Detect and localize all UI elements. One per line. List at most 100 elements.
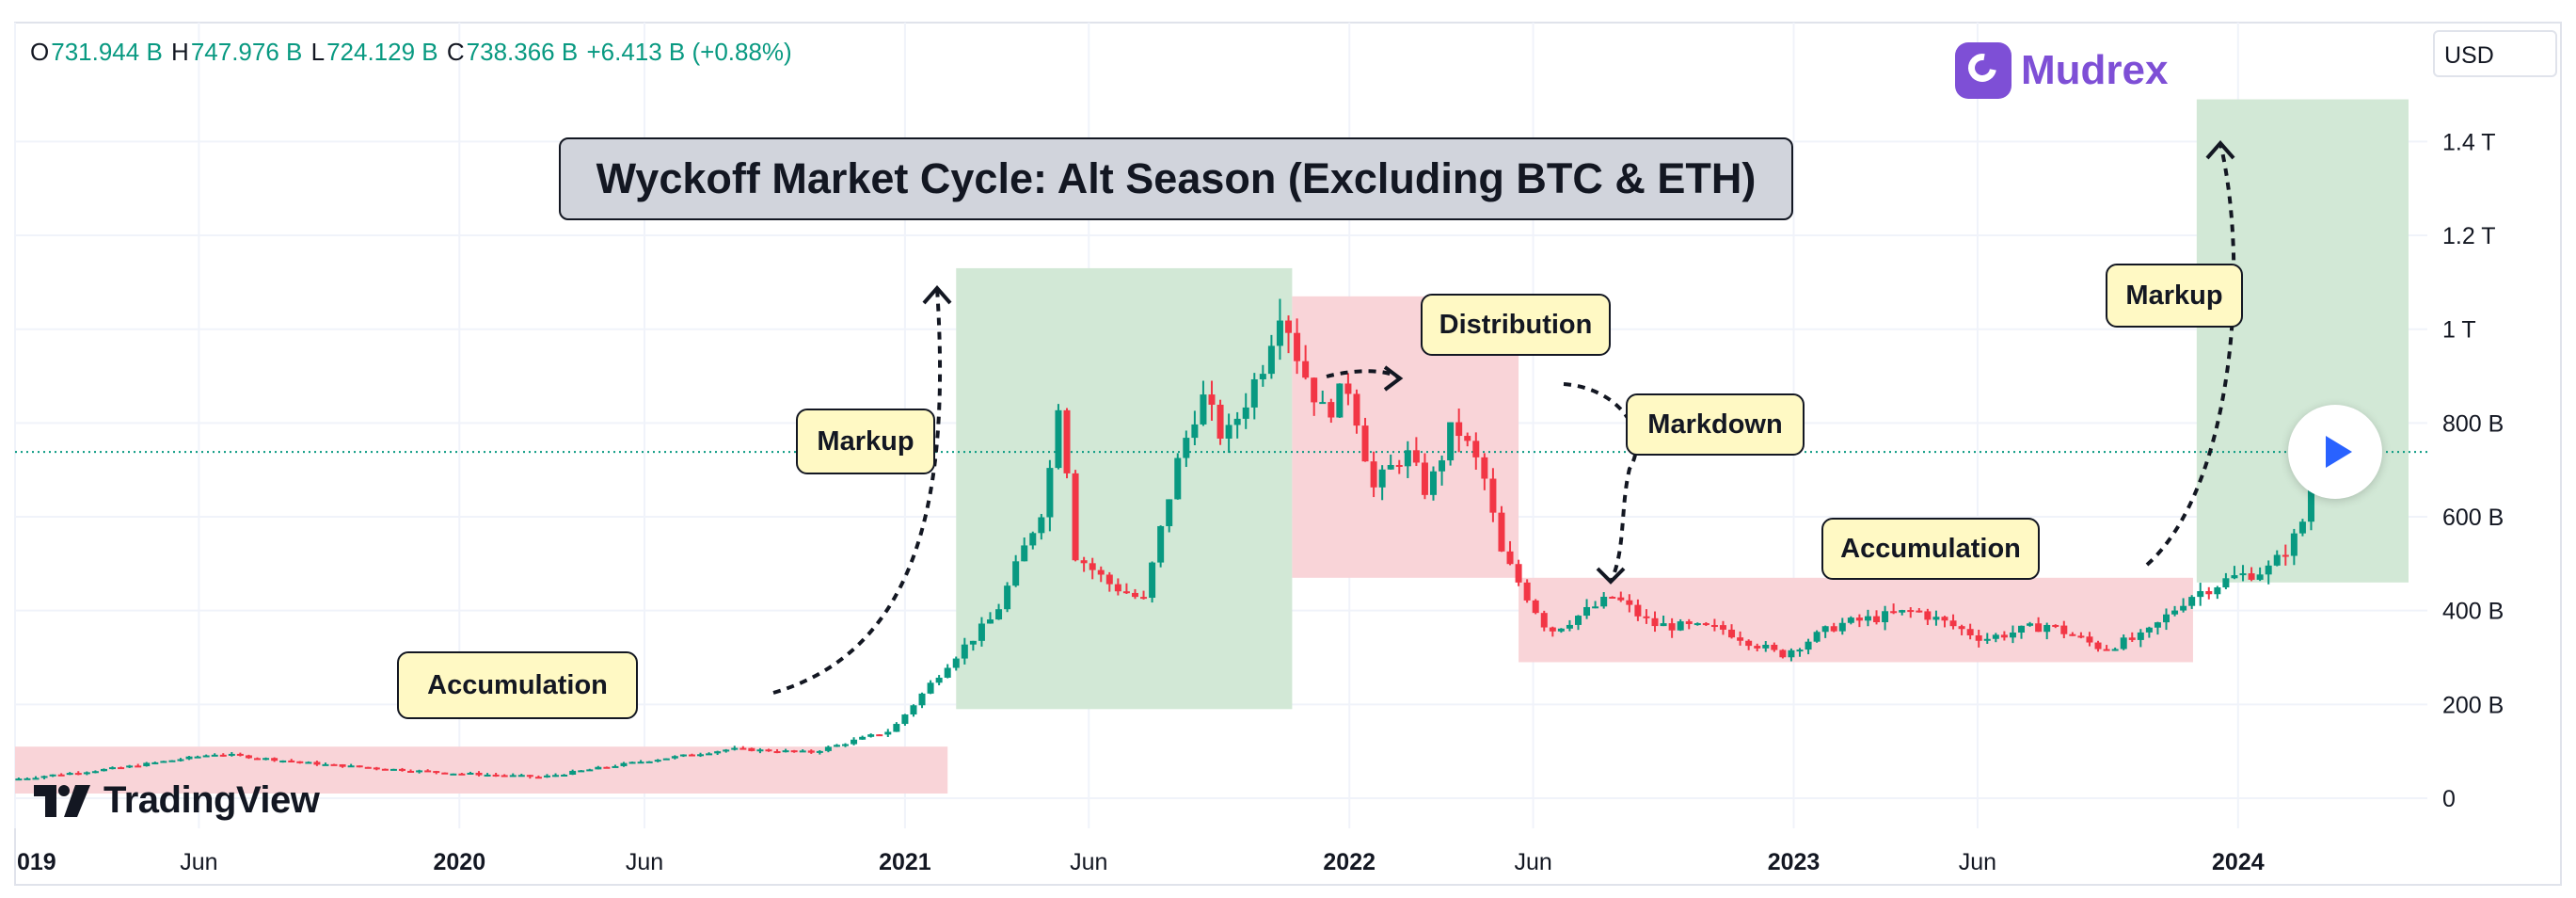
candle-down [765, 749, 772, 752]
candle-up [484, 774, 491, 777]
candle-down [1421, 462, 1428, 495]
candle-up [2018, 625, 2026, 633]
candle-down [526, 775, 533, 778]
candle-up [893, 724, 900, 732]
candle-down [1728, 629, 1736, 638]
candle-up [884, 731, 892, 735]
candle-down [1924, 611, 1932, 620]
candle-up [910, 705, 917, 715]
x-axis: 019 Jun 2020 Jun 2021 Jun 2022 Jun 2023 Jun 2024 [17, 849, 2265, 875]
candle-up [1864, 616, 1871, 621]
candle-down [1455, 422, 1463, 437]
candle-down [2000, 634, 2008, 638]
candle-up [2273, 554, 2281, 566]
candle-up [2188, 597, 2196, 606]
candle-down [1395, 464, 1403, 467]
candle-down [2128, 637, 2136, 640]
candle-down [501, 775, 508, 778]
annotation-arrows [772, 139, 2236, 695]
candle-up [756, 749, 764, 752]
candle-up [1788, 649, 1795, 658]
candle-down [364, 766, 372, 769]
candle-up [2307, 488, 2314, 522]
high-value: 747.976 B [190, 38, 303, 66]
candle-up [1574, 616, 1582, 625]
candle-down [330, 763, 338, 766]
candle-up [927, 682, 934, 694]
candle-up [1174, 457, 1182, 500]
candle-down [254, 758, 262, 761]
candle-down [492, 774, 500, 777]
candle-up [1259, 374, 1266, 379]
candle-up [1191, 424, 1199, 439]
currency-selector[interactable]: USD [2433, 30, 2557, 77]
candle-down [1089, 563, 1096, 570]
candle-down [790, 750, 798, 753]
candle-down [1830, 626, 1837, 632]
candle-up [901, 714, 909, 725]
candle-down [1506, 551, 1514, 565]
arrow-markup-1-head [922, 284, 952, 305]
brand-name: Mudrex [2021, 47, 2169, 93]
candle-up [1038, 517, 1045, 534]
candle-down [1710, 625, 1718, 628]
candle-down [296, 761, 304, 763]
candle-up [1762, 645, 1770, 649]
candle-up [177, 759, 184, 762]
candle-down [236, 753, 244, 756]
candle-down [739, 747, 747, 750]
candle-down [407, 770, 415, 773]
candle-up [1796, 649, 1804, 652]
candle-up [824, 746, 832, 751]
candle-up [15, 778, 23, 781]
close-value: 738.366 B [466, 38, 579, 66]
candle-down [773, 751, 781, 754]
candle-down [2060, 625, 2068, 634]
candle-up [2197, 591, 2204, 598]
x-tick-label: 2024 [2212, 849, 2265, 875]
candle-up [2027, 623, 2034, 626]
y-tick-label: 400 B [2442, 599, 2504, 625]
candle-down [288, 760, 295, 762]
candle-up [918, 693, 926, 706]
x-tick-label: Jun [180, 849, 217, 875]
candle-down [1285, 320, 1293, 333]
candle-up [1012, 561, 1020, 586]
candle-up [842, 744, 850, 746]
candle-up [66, 773, 73, 776]
candle-down [2205, 591, 2213, 595]
candle-up [637, 762, 644, 764]
candle-up [1838, 622, 1846, 632]
candle-down [381, 768, 389, 771]
candle-up [168, 760, 176, 762]
candle-down [2282, 554, 2289, 557]
candle-down [339, 763, 346, 767]
candle-down [534, 777, 542, 779]
candle-up [2145, 627, 2153, 633]
zone-accumulation-2 [1519, 577, 2193, 663]
candle-up [645, 761, 653, 763]
y-tick-label: 800 B [2442, 410, 2504, 437]
y-tick-label: 1 T [2442, 317, 2476, 344]
candle-down [1481, 457, 1488, 479]
high-label: H [171, 38, 189, 66]
candle-down [603, 766, 611, 769]
candle-down [1353, 393, 1360, 426]
tradingview-logo[interactable]: TradingView [34, 779, 320, 822]
candle-down [1719, 625, 1726, 630]
zone-accumulation-1 [15, 746, 948, 794]
candle-up [1430, 471, 1438, 495]
play-button[interactable] [2288, 405, 2382, 499]
candle-up [1992, 634, 1999, 639]
arrow-distribution [1326, 369, 1402, 380]
candle-up [151, 762, 159, 764]
candle-up [2265, 565, 2272, 575]
candle-up [126, 765, 134, 768]
candle-down [2035, 623, 2043, 633]
candle-up [1046, 468, 1054, 518]
mudrex-logo-icon [1955, 42, 2012, 99]
candle-up [390, 768, 397, 771]
candle-up [211, 754, 218, 757]
candle-down [1855, 617, 1863, 621]
